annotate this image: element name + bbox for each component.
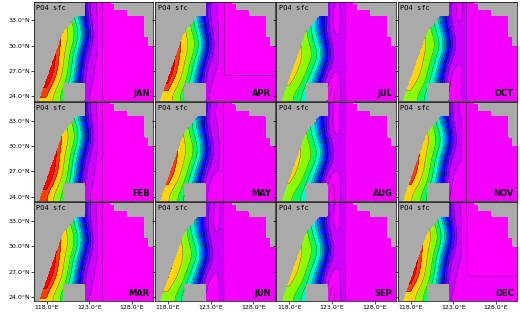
Text: JAN: JAN [133, 89, 150, 98]
Text: FEB: FEB [132, 189, 150, 198]
Text: MAY: MAY [251, 189, 271, 198]
Text: PO4 sfc: PO4 sfc [400, 105, 430, 111]
Text: APR: APR [252, 89, 271, 98]
Text: JUL: JUL [378, 89, 393, 98]
Text: PO4 sfc: PO4 sfc [158, 205, 187, 211]
Text: JUN: JUN [254, 289, 271, 299]
Text: PO4 sfc: PO4 sfc [279, 205, 309, 211]
Text: PO4 sfc: PO4 sfc [36, 205, 66, 211]
Text: PO4 sfc: PO4 sfc [36, 4, 66, 11]
Text: PO4 sfc: PO4 sfc [400, 4, 430, 11]
Text: DEC: DEC [495, 289, 514, 299]
Text: PO4 sfc: PO4 sfc [279, 105, 309, 111]
Text: PO4 sfc: PO4 sfc [158, 105, 187, 111]
Text: MAR: MAR [128, 289, 150, 299]
Text: OCT: OCT [495, 89, 514, 98]
Text: PO4 sfc: PO4 sfc [158, 4, 187, 11]
Text: PO4 sfc: PO4 sfc [279, 4, 309, 11]
Text: PO4 sfc: PO4 sfc [400, 205, 430, 211]
Text: PO4 sfc: PO4 sfc [36, 105, 66, 111]
Text: NOV: NOV [493, 189, 514, 198]
Text: SEP: SEP [375, 289, 393, 299]
Text: AUG: AUG [373, 189, 393, 198]
